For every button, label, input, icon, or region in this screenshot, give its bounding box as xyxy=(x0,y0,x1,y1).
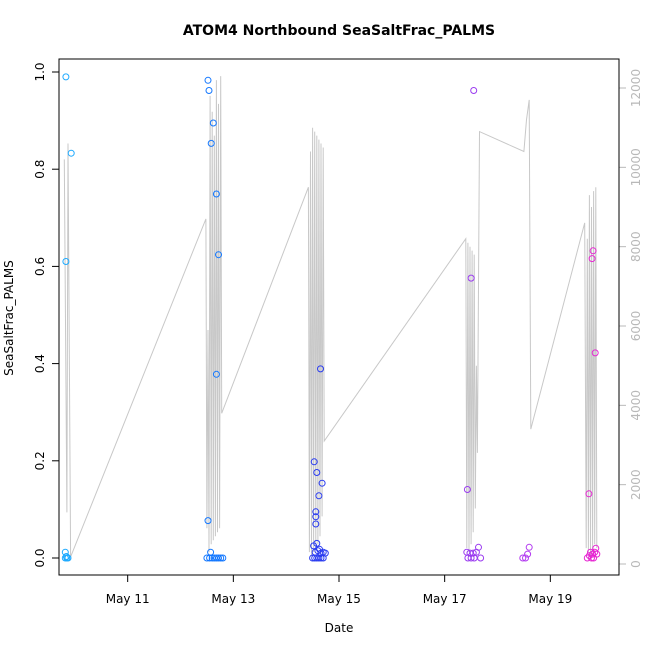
x-tick-label: May 19 xyxy=(528,592,572,606)
x-tick-label: May 11 xyxy=(106,592,150,606)
data-point xyxy=(519,554,527,562)
data-point xyxy=(591,349,599,357)
data-point xyxy=(467,274,475,282)
y-tick-label: 1.0 xyxy=(33,62,47,81)
y2-tick-label: 0 xyxy=(629,560,643,568)
data-point xyxy=(207,139,215,147)
data-point xyxy=(67,149,75,157)
data-point xyxy=(64,554,72,562)
data-point xyxy=(317,554,325,562)
data-point xyxy=(207,548,215,556)
scatter-points-layer xyxy=(61,73,601,562)
data-point xyxy=(203,554,211,562)
y2-tick-label: 2000 xyxy=(629,469,643,500)
data-point xyxy=(467,554,475,562)
data-point xyxy=(593,550,601,558)
data-point xyxy=(315,554,323,562)
data-point xyxy=(209,119,217,127)
data-point xyxy=(212,190,220,198)
x-tick-label: May 15 xyxy=(317,592,361,606)
data-point xyxy=(217,554,225,562)
data-point xyxy=(204,76,212,84)
data-point xyxy=(588,554,595,562)
y2-tick-label: 8000 xyxy=(629,231,643,262)
data-point xyxy=(206,554,214,562)
y-tick-label: 0.8 xyxy=(33,160,47,179)
data-point xyxy=(472,548,480,556)
x-tick-label: May 17 xyxy=(423,592,467,606)
data-point xyxy=(319,554,327,562)
data-point xyxy=(589,550,597,558)
data-point xyxy=(463,486,471,493)
y-tick-label: 0.6 xyxy=(33,257,47,276)
y-tick-label: 0.2 xyxy=(33,451,47,470)
data-point xyxy=(205,87,213,94)
data-point xyxy=(62,258,70,265)
data-point xyxy=(470,87,478,94)
y2-tick-label: 10000 xyxy=(629,148,643,186)
data-point xyxy=(61,554,69,562)
y2-tick-label: 4000 xyxy=(629,390,643,421)
y-tick-label: 0.4 xyxy=(33,354,47,373)
plot-frame xyxy=(58,58,620,576)
y2-tick-label: 6000 xyxy=(629,311,643,342)
data-point xyxy=(477,554,485,562)
data-point xyxy=(591,548,599,556)
data-point xyxy=(592,544,600,552)
data-point xyxy=(62,73,70,81)
data-point xyxy=(204,517,212,525)
data-point xyxy=(310,458,318,466)
data-point xyxy=(312,520,320,528)
data-point xyxy=(212,370,220,378)
data-point xyxy=(61,548,69,556)
data-point xyxy=(215,251,222,259)
data-point xyxy=(313,469,321,476)
x-axis-label: Date xyxy=(325,621,354,635)
data-point xyxy=(588,255,596,263)
chart-title: ATOM4 Northbound SeaSaltFrac_PALMS xyxy=(183,23,495,39)
data-point xyxy=(215,554,222,562)
data-point xyxy=(312,513,320,521)
secondary-series-line xyxy=(63,76,598,558)
data-point xyxy=(312,508,320,516)
data-point xyxy=(315,492,323,500)
data-point xyxy=(313,539,321,547)
data-point xyxy=(219,554,227,562)
y-tick-label: 0.0 xyxy=(33,548,47,567)
secondary-series-layer xyxy=(63,76,598,558)
y-axis-label: SeaSaltFrac_PALMS xyxy=(2,260,16,376)
axes-layer: 0.0 0.2 0.4 0.6 0.8 1.0 May 11 May 13 May 15 May … xyxy=(33,62,643,606)
x-tick-label: May 13 xyxy=(211,592,255,606)
data-point xyxy=(318,479,326,487)
data-point xyxy=(317,365,324,373)
data-point xyxy=(585,490,593,498)
data-point xyxy=(525,543,533,551)
y2-tick-label: 12000 xyxy=(629,69,643,107)
data-point xyxy=(522,554,529,562)
data-point xyxy=(589,247,597,255)
data-point xyxy=(524,550,532,558)
